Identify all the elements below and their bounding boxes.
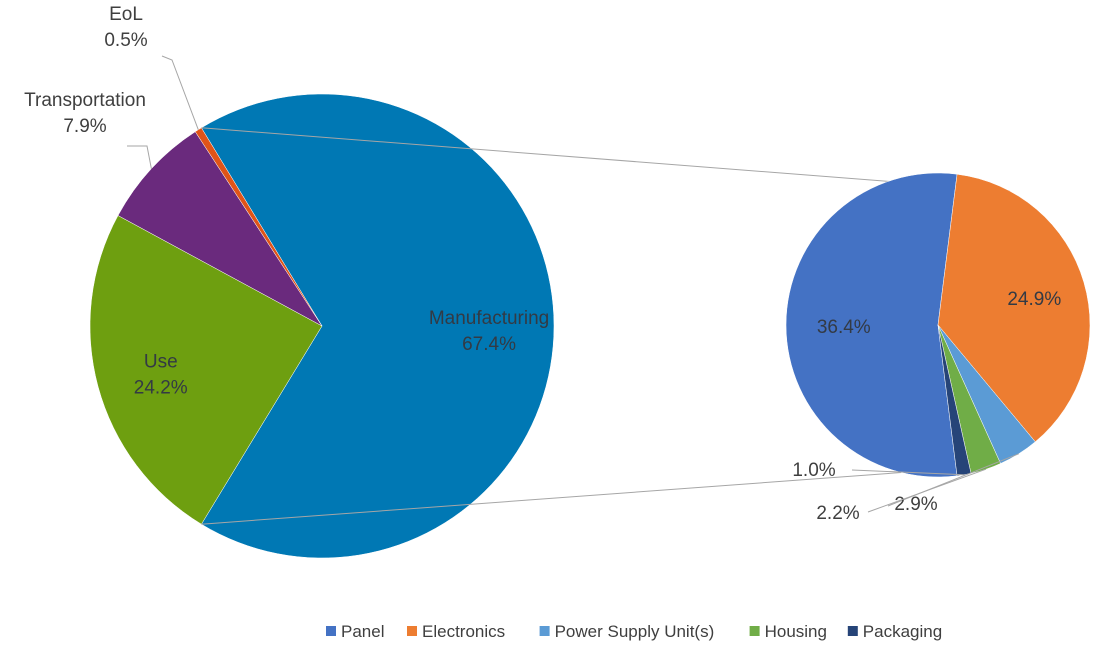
connector-line-bottom	[201, 471, 902, 525]
breakdown-slice-electronics	[937, 173, 1091, 443]
breakdown-pie-labels: 36.4% 24.9% 2.9% 2.2% 1.0%	[792, 289, 1061, 524]
breakdown-pie	[785, 172, 1091, 478]
slice-label-transportation: Transportation	[24, 90, 146, 111]
breakdown-value-electronics: 24.9%	[1007, 289, 1061, 310]
legend-label-power-supply-unit-s: Power Supply Unit(s)	[555, 622, 715, 641]
breakdown-value-packaging: 1.0%	[792, 460, 835, 481]
pie-connector-lines	[201, 127, 1010, 525]
legend-swatch-housing	[749, 626, 760, 636]
slice-value-use: 24.2%	[134, 378, 188, 399]
leader-line-transportation	[127, 145, 152, 169]
breakdown-value-power-supply-unit-s: 2.9%	[894, 494, 937, 515]
legend-label-packaging: Packaging	[863, 622, 942, 641]
slice-use	[89, 215, 323, 525]
legend-swatch-panel	[326, 626, 336, 636]
legend: Panel Electronics Power Supply Unit(s) Hous…	[326, 622, 942, 641]
legend-swatch-power-supply-unit-s	[539, 626, 550, 636]
legend-label-panel: Panel	[341, 622, 384, 641]
slice-eol	[194, 127, 323, 327]
legend-label-housing: Housing	[765, 622, 827, 641]
main-pie-labels: Manufacturing 67.4% Use 24.2% Transportation…	[24, 4, 549, 399]
legend-swatch-electronics	[407, 626, 417, 636]
slice-label-eol: EoL	[109, 4, 143, 25]
slice-label-use: Use	[144, 352, 178, 373]
breakdown-value-housing: 2.2%	[816, 503, 859, 524]
leader-line-housing	[867, 468, 987, 513]
leader-line-eol	[161, 55, 199, 130]
slice-manufacturing	[201, 93, 555, 559]
legend-swatch-packaging	[847, 626, 858, 636]
legend-label-electronics: Electronics	[422, 622, 505, 641]
breakdown-value-panel: 36.4%	[817, 317, 871, 338]
slice-value-transportation: 7.9%	[63, 116, 106, 137]
slice-label-manufacturing: Manufacturing	[429, 308, 549, 329]
breakdown-slice-panel	[785, 172, 958, 478]
connector-line-top	[201, 127, 1010, 192]
slice-value-manufacturing: 67.4%	[462, 334, 516, 355]
slice-value-eol: 0.5%	[104, 30, 147, 51]
main-pie	[89, 93, 555, 559]
leader-line-packaging	[851, 469, 965, 476]
